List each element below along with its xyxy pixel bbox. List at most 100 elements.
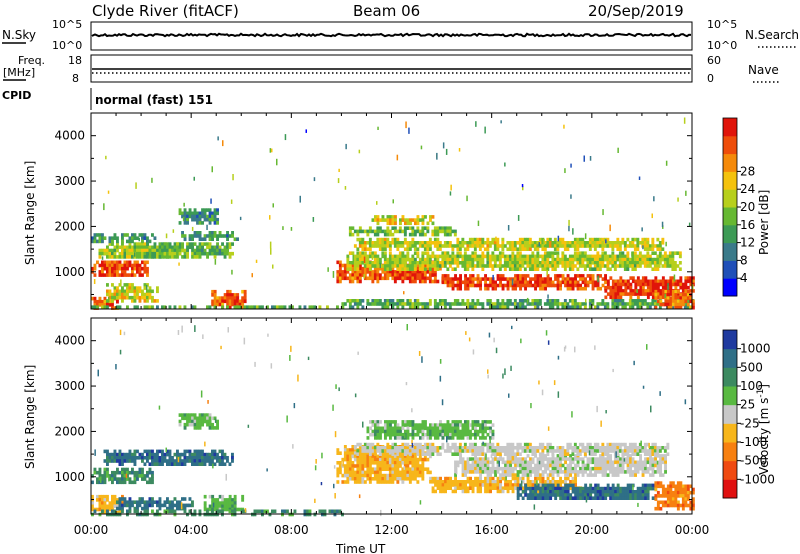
cpid-panel: CPID normal (fast) 151 bbox=[2, 88, 213, 110]
range-cell bbox=[561, 490, 565, 494]
range-cell bbox=[474, 466, 477, 471]
range-cell bbox=[631, 276, 635, 280]
range-cell bbox=[141, 477, 144, 481]
range-cell bbox=[146, 299, 149, 303]
range-cell bbox=[663, 251, 667, 255]
range-cell bbox=[486, 476, 490, 481]
range-cell bbox=[484, 480, 487, 484]
range-cell bbox=[196, 416, 199, 421]
range-cell bbox=[466, 283, 470, 288]
range-cell bbox=[669, 276, 673, 280]
range-cell bbox=[578, 237, 582, 242]
range-cell bbox=[531, 241, 535, 245]
range-cell bbox=[511, 264, 515, 268]
range-cell bbox=[233, 305, 237, 309]
range-cell bbox=[439, 480, 442, 484]
range-cell bbox=[528, 302, 532, 306]
range-cell bbox=[551, 470, 555, 474]
range-cell bbox=[481, 267, 485, 271]
range-cell bbox=[178, 422, 182, 427]
range-cell bbox=[656, 237, 660, 242]
range-cell bbox=[146, 260, 149, 265]
range-cell bbox=[218, 504, 222, 509]
range-cell bbox=[591, 283, 595, 288]
speckle-cell bbox=[392, 199, 394, 204]
range-cell bbox=[146, 452, 149, 457]
range-cell bbox=[198, 231, 202, 235]
range-cell bbox=[383, 254, 387, 259]
range-cell bbox=[363, 257, 367, 262]
range-cell bbox=[376, 266, 380, 271]
range-cell bbox=[211, 237, 214, 241]
range-cell bbox=[198, 242, 202, 246]
range-cell bbox=[638, 299, 642, 303]
range-cell bbox=[128, 239, 132, 244]
range-cell bbox=[486, 241, 490, 245]
range-cell bbox=[441, 254, 445, 259]
range-cell bbox=[143, 506, 147, 511]
range-cell bbox=[503, 257, 507, 262]
range-cell bbox=[186, 419, 189, 424]
range-cell bbox=[368, 254, 372, 259]
range-cell bbox=[608, 261, 612, 265]
range-cell bbox=[648, 257, 652, 262]
range-cell bbox=[686, 302, 690, 307]
range-cell bbox=[454, 277, 457, 281]
range-cell bbox=[438, 241, 442, 245]
range-cell bbox=[481, 264, 485, 268]
range-cell bbox=[161, 456, 164, 460]
range-cell bbox=[596, 286, 600, 291]
range-cell bbox=[669, 279, 673, 284]
range-cell bbox=[106, 474, 109, 478]
range-cell bbox=[353, 299, 357, 303]
range-cell bbox=[561, 241, 565, 245]
range-cell bbox=[561, 496, 565, 500]
range-cell bbox=[356, 464, 360, 468]
range-cell bbox=[469, 466, 472, 471]
range-cell bbox=[559, 280, 562, 285]
range-cell bbox=[453, 302, 457, 306]
range-cell bbox=[588, 257, 592, 262]
range-cell bbox=[433, 244, 437, 248]
range-cell bbox=[624, 490, 628, 494]
range-cell bbox=[458, 302, 462, 306]
range-cell bbox=[559, 470, 562, 474]
range-cell bbox=[646, 289, 650, 293]
range-cell bbox=[156, 462, 159, 466]
range-cell bbox=[684, 285, 688, 290]
range-cell bbox=[533, 257, 537, 262]
speckle-cell bbox=[103, 203, 105, 211]
range-cell bbox=[393, 470, 397, 475]
range-cell bbox=[496, 302, 500, 306]
range-cell bbox=[566, 493, 570, 497]
range-cell bbox=[386, 305, 390, 309]
range-cell bbox=[649, 279, 653, 284]
range-cell bbox=[126, 456, 129, 460]
range-cell bbox=[626, 460, 630, 465]
range-cell bbox=[671, 282, 675, 287]
range-cell bbox=[338, 276, 342, 281]
range-cell bbox=[168, 459, 172, 463]
range-cell bbox=[614, 292, 618, 296]
range-cell bbox=[679, 276, 683, 280]
range-cell bbox=[524, 490, 528, 494]
range-cell bbox=[614, 285, 618, 290]
range-cell bbox=[336, 473, 340, 478]
range-cell bbox=[476, 483, 480, 487]
range-cell bbox=[226, 459, 229, 463]
range-cell bbox=[113, 248, 117, 253]
range-cell bbox=[188, 503, 192, 508]
range-cell bbox=[361, 305, 365, 309]
range-cell bbox=[454, 489, 457, 494]
range-cell bbox=[551, 302, 555, 306]
range-cell bbox=[193, 234, 197, 238]
range-cell bbox=[579, 283, 582, 288]
range-cell bbox=[596, 470, 600, 474]
range-cell bbox=[223, 504, 227, 509]
range-cell bbox=[489, 466, 492, 471]
range-cell bbox=[478, 257, 482, 262]
range-cell bbox=[666, 257, 670, 262]
range-cell bbox=[346, 477, 350, 481]
range-cell bbox=[111, 239, 114, 244]
range-cell bbox=[511, 241, 515, 245]
